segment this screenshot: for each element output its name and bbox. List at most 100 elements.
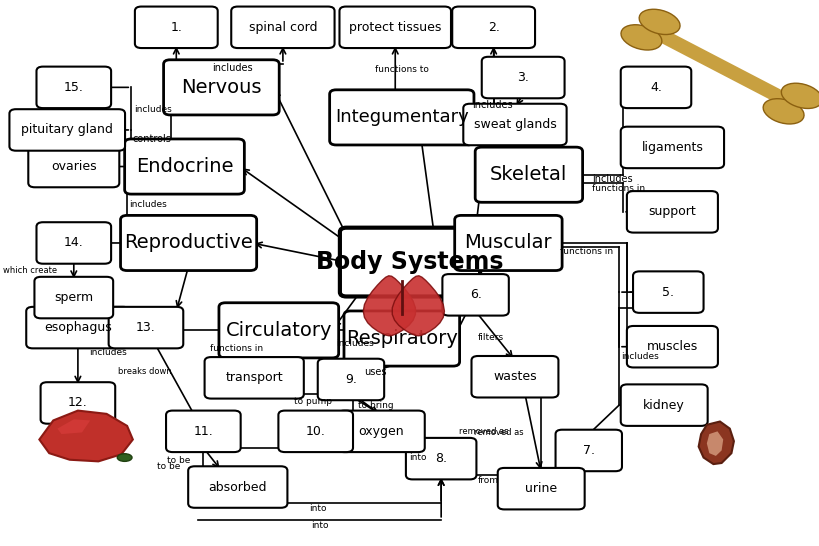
Text: 10.: 10.: [305, 425, 325, 438]
Text: 12.: 12.: [68, 396, 88, 410]
FancyBboxPatch shape: [339, 228, 479, 296]
Text: uses: uses: [364, 367, 387, 377]
Text: to pump: to pump: [294, 397, 332, 406]
FancyBboxPatch shape: [482, 57, 563, 98]
Text: oxygen: oxygen: [358, 425, 404, 438]
Text: 4.: 4.: [649, 81, 661, 94]
Text: 1.: 1.: [170, 21, 182, 34]
FancyBboxPatch shape: [339, 7, 450, 48]
Text: 11.: 11.: [193, 425, 213, 438]
FancyBboxPatch shape: [463, 104, 566, 145]
FancyBboxPatch shape: [10, 109, 125, 151]
Text: Integumentary: Integumentary: [334, 109, 468, 126]
Text: breaks down: breaks down: [118, 367, 172, 376]
Text: 7.: 7.: [582, 444, 594, 457]
FancyBboxPatch shape: [134, 7, 217, 48]
Text: Respiratory: Respiratory: [346, 329, 457, 348]
FancyBboxPatch shape: [41, 382, 115, 424]
FancyBboxPatch shape: [219, 302, 338, 358]
FancyBboxPatch shape: [497, 468, 584, 509]
FancyBboxPatch shape: [475, 147, 581, 202]
Text: includes: includes: [472, 100, 513, 110]
Text: into: into: [309, 505, 327, 513]
Text: which create: which create: [3, 266, 57, 275]
FancyBboxPatch shape: [231, 7, 334, 48]
FancyBboxPatch shape: [620, 384, 707, 426]
FancyBboxPatch shape: [108, 307, 183, 348]
Text: 9.: 9.: [345, 373, 356, 386]
FancyBboxPatch shape: [165, 411, 241, 452]
Text: support: support: [648, 205, 695, 218]
Text: pituitary gland: pituitary gland: [21, 123, 113, 136]
Ellipse shape: [781, 83, 819, 109]
FancyBboxPatch shape: [626, 191, 717, 233]
Text: sweat glands: sweat glands: [473, 118, 555, 131]
Text: includes: includes: [620, 352, 658, 361]
Text: 3.: 3.: [517, 71, 528, 84]
FancyBboxPatch shape: [164, 60, 278, 115]
FancyBboxPatch shape: [454, 215, 562, 270]
FancyBboxPatch shape: [205, 357, 303, 399]
Text: 15.: 15.: [64, 81, 84, 94]
Polygon shape: [698, 422, 733, 464]
FancyBboxPatch shape: [26, 307, 129, 348]
FancyBboxPatch shape: [632, 271, 703, 313]
Text: sperm: sperm: [54, 291, 93, 304]
FancyBboxPatch shape: [329, 90, 473, 145]
Text: includes: includes: [211, 63, 252, 73]
FancyBboxPatch shape: [37, 67, 111, 108]
Text: functions in: functions in: [210, 344, 262, 353]
FancyBboxPatch shape: [124, 139, 244, 194]
Text: includes: includes: [591, 174, 632, 184]
Text: functions in: functions in: [591, 184, 645, 193]
Text: Muscular: Muscular: [464, 234, 551, 252]
Polygon shape: [57, 419, 90, 434]
Text: Circulatory: Circulatory: [225, 321, 332, 340]
FancyBboxPatch shape: [278, 411, 352, 452]
Text: into: into: [409, 453, 427, 461]
FancyBboxPatch shape: [34, 277, 113, 318]
Text: ligaments: ligaments: [640, 141, 703, 154]
Text: wastes: wastes: [492, 370, 536, 383]
FancyBboxPatch shape: [37, 222, 111, 264]
Text: functions to: functions to: [374, 66, 428, 74]
Text: 8.: 8.: [435, 452, 446, 465]
Text: transport: transport: [225, 371, 283, 384]
Text: to be: to be: [156, 462, 180, 471]
Ellipse shape: [638, 9, 679, 34]
Text: ovaries: ovaries: [51, 160, 97, 173]
Text: Nervous: Nervous: [181, 78, 261, 97]
Text: Body Systems: Body Systems: [316, 250, 503, 274]
FancyBboxPatch shape: [405, 438, 476, 479]
FancyBboxPatch shape: [452, 7, 535, 48]
Text: functions in: functions in: [559, 247, 613, 256]
Ellipse shape: [620, 25, 661, 50]
Text: into: into: [310, 521, 328, 530]
Text: urine: urine: [524, 482, 557, 495]
Text: 5.: 5.: [662, 286, 673, 299]
Polygon shape: [39, 411, 133, 461]
Polygon shape: [363, 276, 415, 336]
Ellipse shape: [117, 454, 132, 461]
Text: controls: controls: [132, 134, 171, 144]
FancyBboxPatch shape: [471, 356, 558, 397]
Polygon shape: [391, 276, 444, 336]
Ellipse shape: [762, 99, 803, 124]
Text: kidney: kidney: [643, 399, 684, 412]
FancyBboxPatch shape: [620, 67, 690, 108]
Text: Reproductive: Reproductive: [124, 234, 253, 252]
FancyBboxPatch shape: [555, 430, 622, 471]
FancyBboxPatch shape: [626, 326, 717, 367]
Text: 2.: 2.: [487, 21, 499, 34]
Text: protect tissues: protect tissues: [349, 21, 441, 34]
Text: 13.: 13.: [136, 321, 156, 334]
Text: 14.: 14.: [64, 236, 84, 250]
Text: Skeletal: Skeletal: [490, 165, 567, 184]
Polygon shape: [706, 431, 722, 456]
FancyBboxPatch shape: [442, 274, 508, 316]
Text: filters: filters: [477, 333, 503, 342]
Text: to bring: to bring: [357, 401, 392, 410]
FancyBboxPatch shape: [620, 127, 723, 168]
FancyBboxPatch shape: [337, 411, 424, 452]
Text: from: from: [477, 476, 499, 485]
